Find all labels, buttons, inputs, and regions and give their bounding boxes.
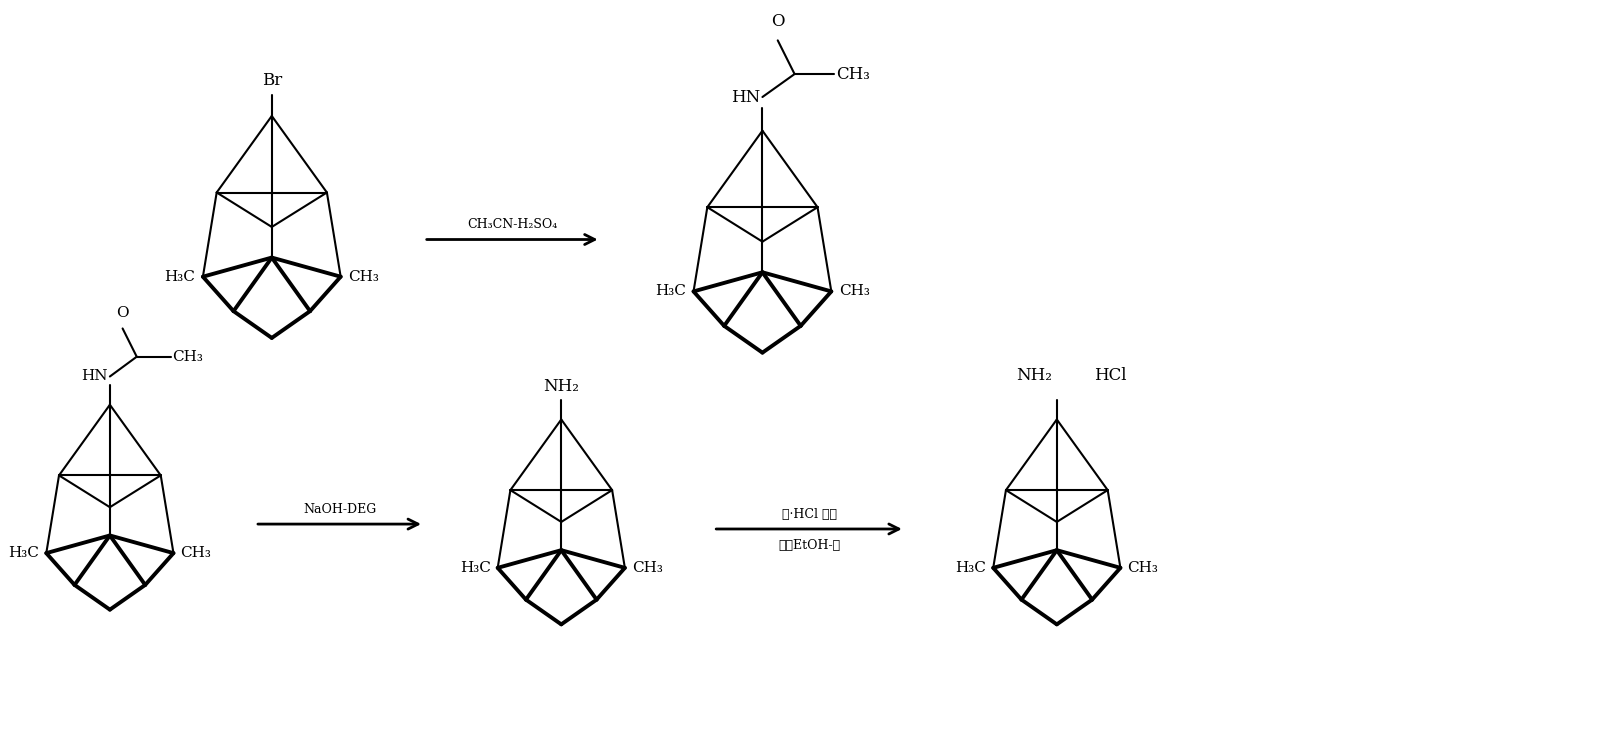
Text: 结晶EtOH-醛: 结晶EtOH-醛 — [778, 539, 840, 552]
Text: CH₃: CH₃ — [1127, 561, 1158, 575]
Text: H₃C: H₃C — [8, 546, 39, 560]
Text: HN: HN — [731, 88, 760, 105]
Text: NH₂: NH₂ — [1016, 367, 1051, 384]
Text: CH₃: CH₃ — [631, 561, 663, 575]
Text: H₃C: H₃C — [655, 284, 686, 298]
Text: NH₂: NH₂ — [543, 378, 580, 395]
Text: CH₃: CH₃ — [836, 65, 871, 82]
Text: CH₃: CH₃ — [180, 546, 211, 560]
Text: H₃C: H₃C — [164, 269, 195, 283]
Text: CH₃CN-H₂SO₄: CH₃CN-H₂SO₄ — [467, 218, 557, 232]
Text: CH₃: CH₃ — [839, 284, 869, 298]
Text: O: O — [116, 306, 129, 320]
Text: O: O — [771, 13, 784, 30]
Text: HN: HN — [82, 370, 108, 384]
Text: 醛·HCl 气体: 醛·HCl 气体 — [781, 508, 837, 521]
Text: H₃C: H₃C — [460, 561, 491, 575]
Text: NaOH-DEG: NaOH-DEG — [303, 503, 377, 516]
Text: HCl: HCl — [1095, 367, 1127, 384]
Text: H₃C: H₃C — [955, 561, 987, 575]
Text: CH₃: CH₃ — [348, 269, 380, 283]
Text: CH₃: CH₃ — [172, 349, 203, 364]
Text: Br: Br — [262, 72, 282, 89]
